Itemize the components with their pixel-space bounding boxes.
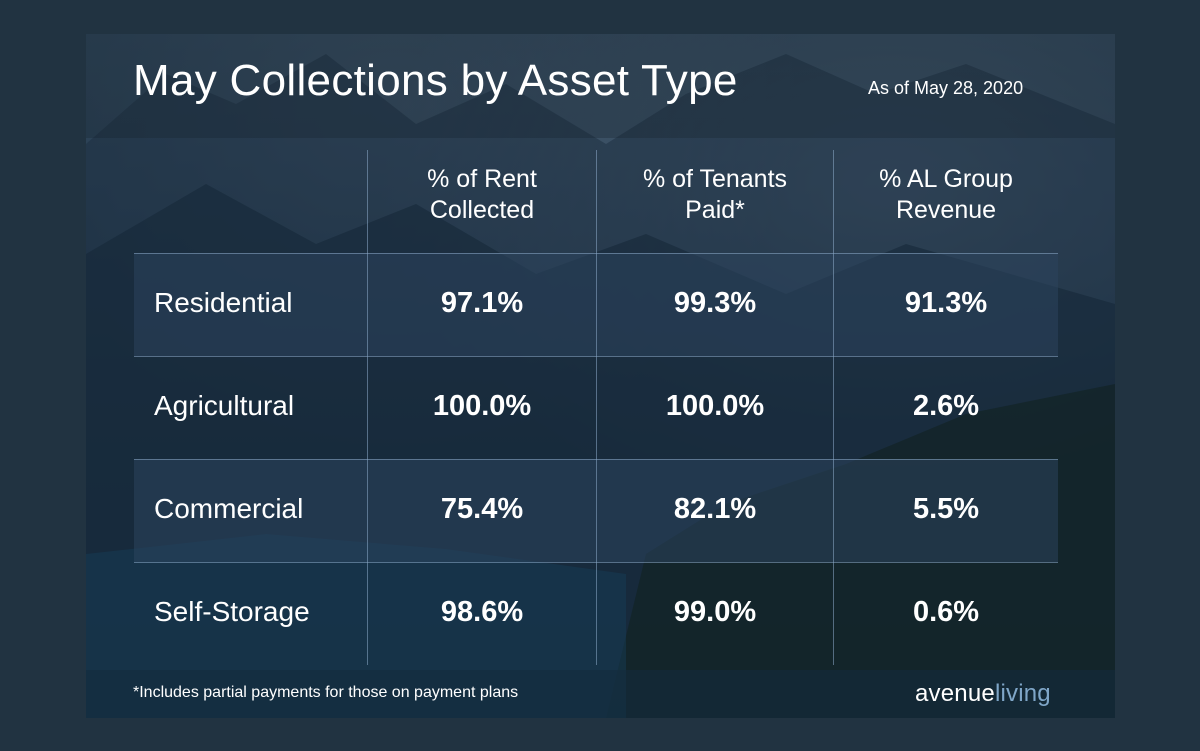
cell-agricultural-revenue: 2.6% [912, 390, 980, 422]
row-label-commercial: Commercial [154, 493, 304, 524]
column-header-al-group-revenue: % AL Group Revenue [834, 164, 1058, 234]
column-header-tenants-paid: % of Tenants Paid* [597, 164, 833, 234]
title-band [86, 34, 1115, 138]
avenue-living-logo: avenueliving [915, 680, 1051, 708]
cell-self-storage-rent: 98.6% [440, 596, 524, 628]
column-header-line: Paid* [685, 196, 745, 224]
cell-self-storage-tenants: 99.0% [673, 596, 757, 628]
row-label-agricultural: Agricultural [154, 390, 295, 421]
footer-band [86, 670, 1115, 718]
column-header-line: % AL Group [879, 165, 1013, 193]
column-divider [596, 150, 597, 665]
column-header-rent-collected: % of Rent Collected [368, 164, 596, 234]
cell-residential-rent: 97.1% [440, 287, 524, 319]
cell-agricultural-rent: 100.0% [432, 390, 532, 422]
as-of-date: As of May 28, 2020 [868, 78, 1024, 98]
slide: May Collections by Asset Type As of May … [86, 34, 1115, 718]
cell-commercial-revenue: 5.5% [912, 493, 980, 525]
column-divider [367, 150, 368, 665]
logo-text-avenue: avenue [915, 680, 995, 707]
page-title: May Collections by Asset Type [133, 56, 738, 105]
cell-agricultural-tenants: 100.0% [665, 390, 765, 422]
column-header-line: Collected [429, 196, 535, 224]
cell-residential-tenants: 99.3% [673, 287, 757, 319]
column-header-line: % of Tenants [642, 165, 788, 193]
logo-text-living: living [994, 680, 1051, 707]
cell-self-storage-revenue: 0.6% [912, 596, 980, 628]
row-label-self-storage: Self-Storage [154, 596, 310, 627]
column-header-line: Revenue [895, 196, 997, 224]
column-divider [833, 150, 834, 665]
cell-commercial-rent: 75.4% [440, 493, 524, 525]
cell-residential-revenue: 91.3% [904, 287, 988, 319]
cell-commercial-tenants: 82.1% [673, 493, 757, 525]
collections-table: % of Rent Collected % of Tenants Paid* %… [134, 150, 1058, 665]
footnote: *Includes partial payments for those on … [133, 684, 519, 701]
column-header-line: % of Rent [427, 165, 537, 193]
row-label-residential: Residential [154, 287, 293, 318]
